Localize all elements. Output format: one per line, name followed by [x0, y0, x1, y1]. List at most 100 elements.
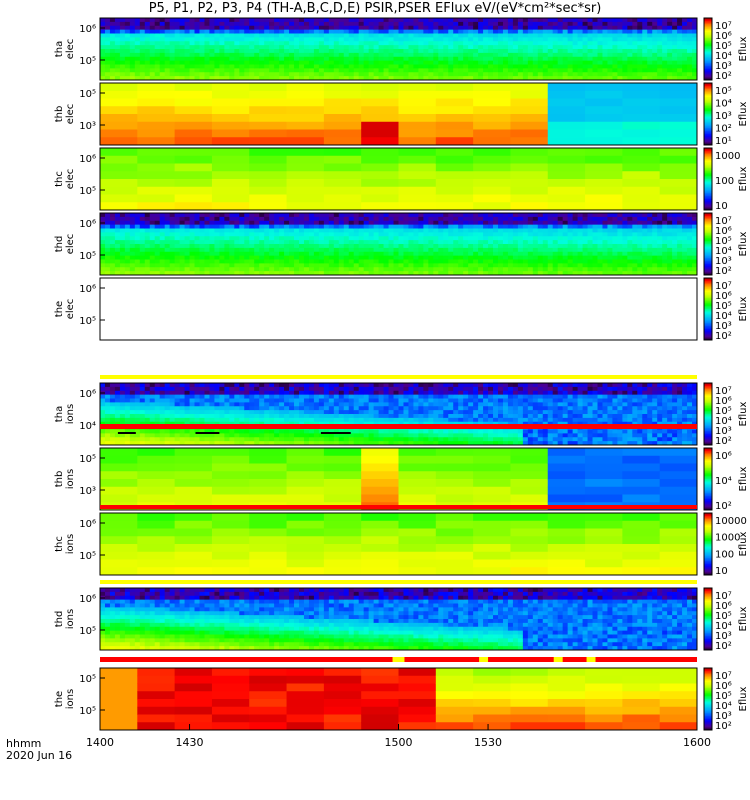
heatmap-cell — [313, 263, 320, 268]
heatmap-cell — [100, 68, 106, 73]
heatmap-cell — [667, 25, 673, 31]
heatmap-cell — [677, 76, 683, 81]
colorbar-tick: 10 — [715, 201, 728, 212]
heatmap-cell — [547, 244, 554, 249]
heatmap-cell — [647, 52, 653, 58]
heatmap-cell — [361, 186, 399, 195]
heatmap-cell — [139, 394, 146, 400]
heatmap-cell — [423, 56, 429, 62]
heatmap-cell — [100, 244, 106, 249]
heatmap-cell — [137, 121, 176, 130]
heatmap-cell — [174, 186, 213, 195]
heatmap-cell — [502, 232, 509, 237]
heatmap-cell — [254, 398, 260, 403]
heatmap-cell — [159, 386, 166, 392]
colorbar-swatch — [704, 333, 712, 336]
heatmap-cell — [592, 244, 598, 249]
heatmap-cell — [438, 232, 444, 237]
heatmap-cell — [622, 106, 661, 115]
heatmap-cell — [254, 60, 260, 66]
heatmap-cell — [100, 441, 106, 446]
heatmap-cell — [174, 25, 181, 31]
heatmap-cell — [632, 232, 638, 237]
heatmap-cell — [433, 45, 439, 50]
heatmap-cell — [567, 259, 574, 264]
heatmap-cell — [100, 394, 106, 400]
heatmap-cell — [318, 68, 325, 73]
heatmap-cell — [174, 18, 181, 23]
heatmap-cell — [587, 45, 594, 50]
heatmap-cell — [244, 410, 250, 415]
heatmap-cell — [537, 240, 544, 245]
heatmap-cell — [547, 49, 554, 54]
heatmap-cell — [438, 263, 444, 268]
heatmap-cell — [632, 49, 638, 54]
heatmap-cell — [438, 224, 444, 230]
heatmap-cell — [627, 60, 633, 66]
heatmap-cell — [468, 216, 474, 222]
heatmap-cell — [517, 29, 524, 35]
heatmap-cell — [100, 49, 106, 54]
heatmap-cell — [119, 216, 126, 222]
heatmap-cell — [577, 271, 584, 276]
heatmap-cell — [119, 228, 126, 233]
heatmap-cell — [547, 21, 554, 27]
heatmap-cell — [388, 37, 395, 42]
heatmap-cell — [303, 259, 310, 264]
heatmap-cell — [254, 52, 260, 58]
heatmap-cell — [338, 72, 345, 77]
heatmap-cell — [318, 240, 325, 245]
heatmap-cell — [502, 56, 509, 62]
heatmap-cell — [214, 41, 220, 46]
heatmap-cell — [512, 18, 519, 23]
heatmap-cell — [478, 49, 484, 54]
heatmap-cell — [488, 18, 494, 23]
heatmap-cell — [224, 220, 230, 226]
heatmap-cell — [149, 49, 156, 54]
colorbar-swatch — [704, 213, 712, 216]
heatmap-cell — [154, 244, 161, 249]
heatmap-cell — [627, 76, 633, 81]
heatmap-cell — [328, 56, 335, 62]
heatmap-cell — [587, 228, 594, 233]
heatmap-cell — [473, 106, 511, 115]
heatmap-cell — [657, 37, 663, 42]
heatmap-cell — [139, 441, 146, 446]
heatmap-cell — [562, 29, 569, 35]
heatmap-cell — [562, 228, 569, 233]
heatmap-cell — [154, 64, 161, 69]
heatmap-cell — [647, 213, 653, 218]
heatmap-cell — [483, 41, 489, 46]
heatmap-cell — [313, 68, 320, 73]
heatmap-cell — [373, 244, 380, 249]
heatmap-cell — [542, 236, 549, 241]
heatmap-cell — [582, 41, 589, 46]
heatmap-cell — [602, 216, 608, 222]
heatmap-cell — [164, 45, 171, 50]
heatmap-cell — [358, 220, 365, 226]
heatmap-cell — [224, 45, 230, 50]
heatmap-cell — [368, 56, 375, 62]
heatmap-cell — [239, 21, 245, 27]
heatmap-cell — [468, 240, 474, 245]
heatmap-cell — [448, 76, 454, 81]
heatmap-cell — [159, 417, 166, 423]
heatmap-cell — [562, 267, 569, 272]
heatmap-cell — [249, 267, 255, 272]
heatmap-cell — [109, 398, 116, 403]
heatmap-cell — [453, 224, 459, 230]
heatmap-cell — [592, 60, 598, 66]
heatmap-cell — [493, 68, 499, 73]
heatmap-cell — [582, 232, 589, 237]
heatmap-cell — [313, 64, 320, 69]
heatmap-cell — [498, 247, 504, 253]
heatmap-cell — [502, 216, 509, 222]
heatmap-cell — [428, 56, 434, 62]
heatmap-cell — [522, 240, 529, 245]
heatmap-cell — [194, 240, 200, 245]
heatmap-cell — [189, 433, 196, 438]
heatmap-cell — [119, 18, 126, 23]
heatmap-cell — [149, 414, 156, 419]
heatmap-cell — [124, 414, 131, 419]
heatmap-cell — [682, 37, 688, 42]
